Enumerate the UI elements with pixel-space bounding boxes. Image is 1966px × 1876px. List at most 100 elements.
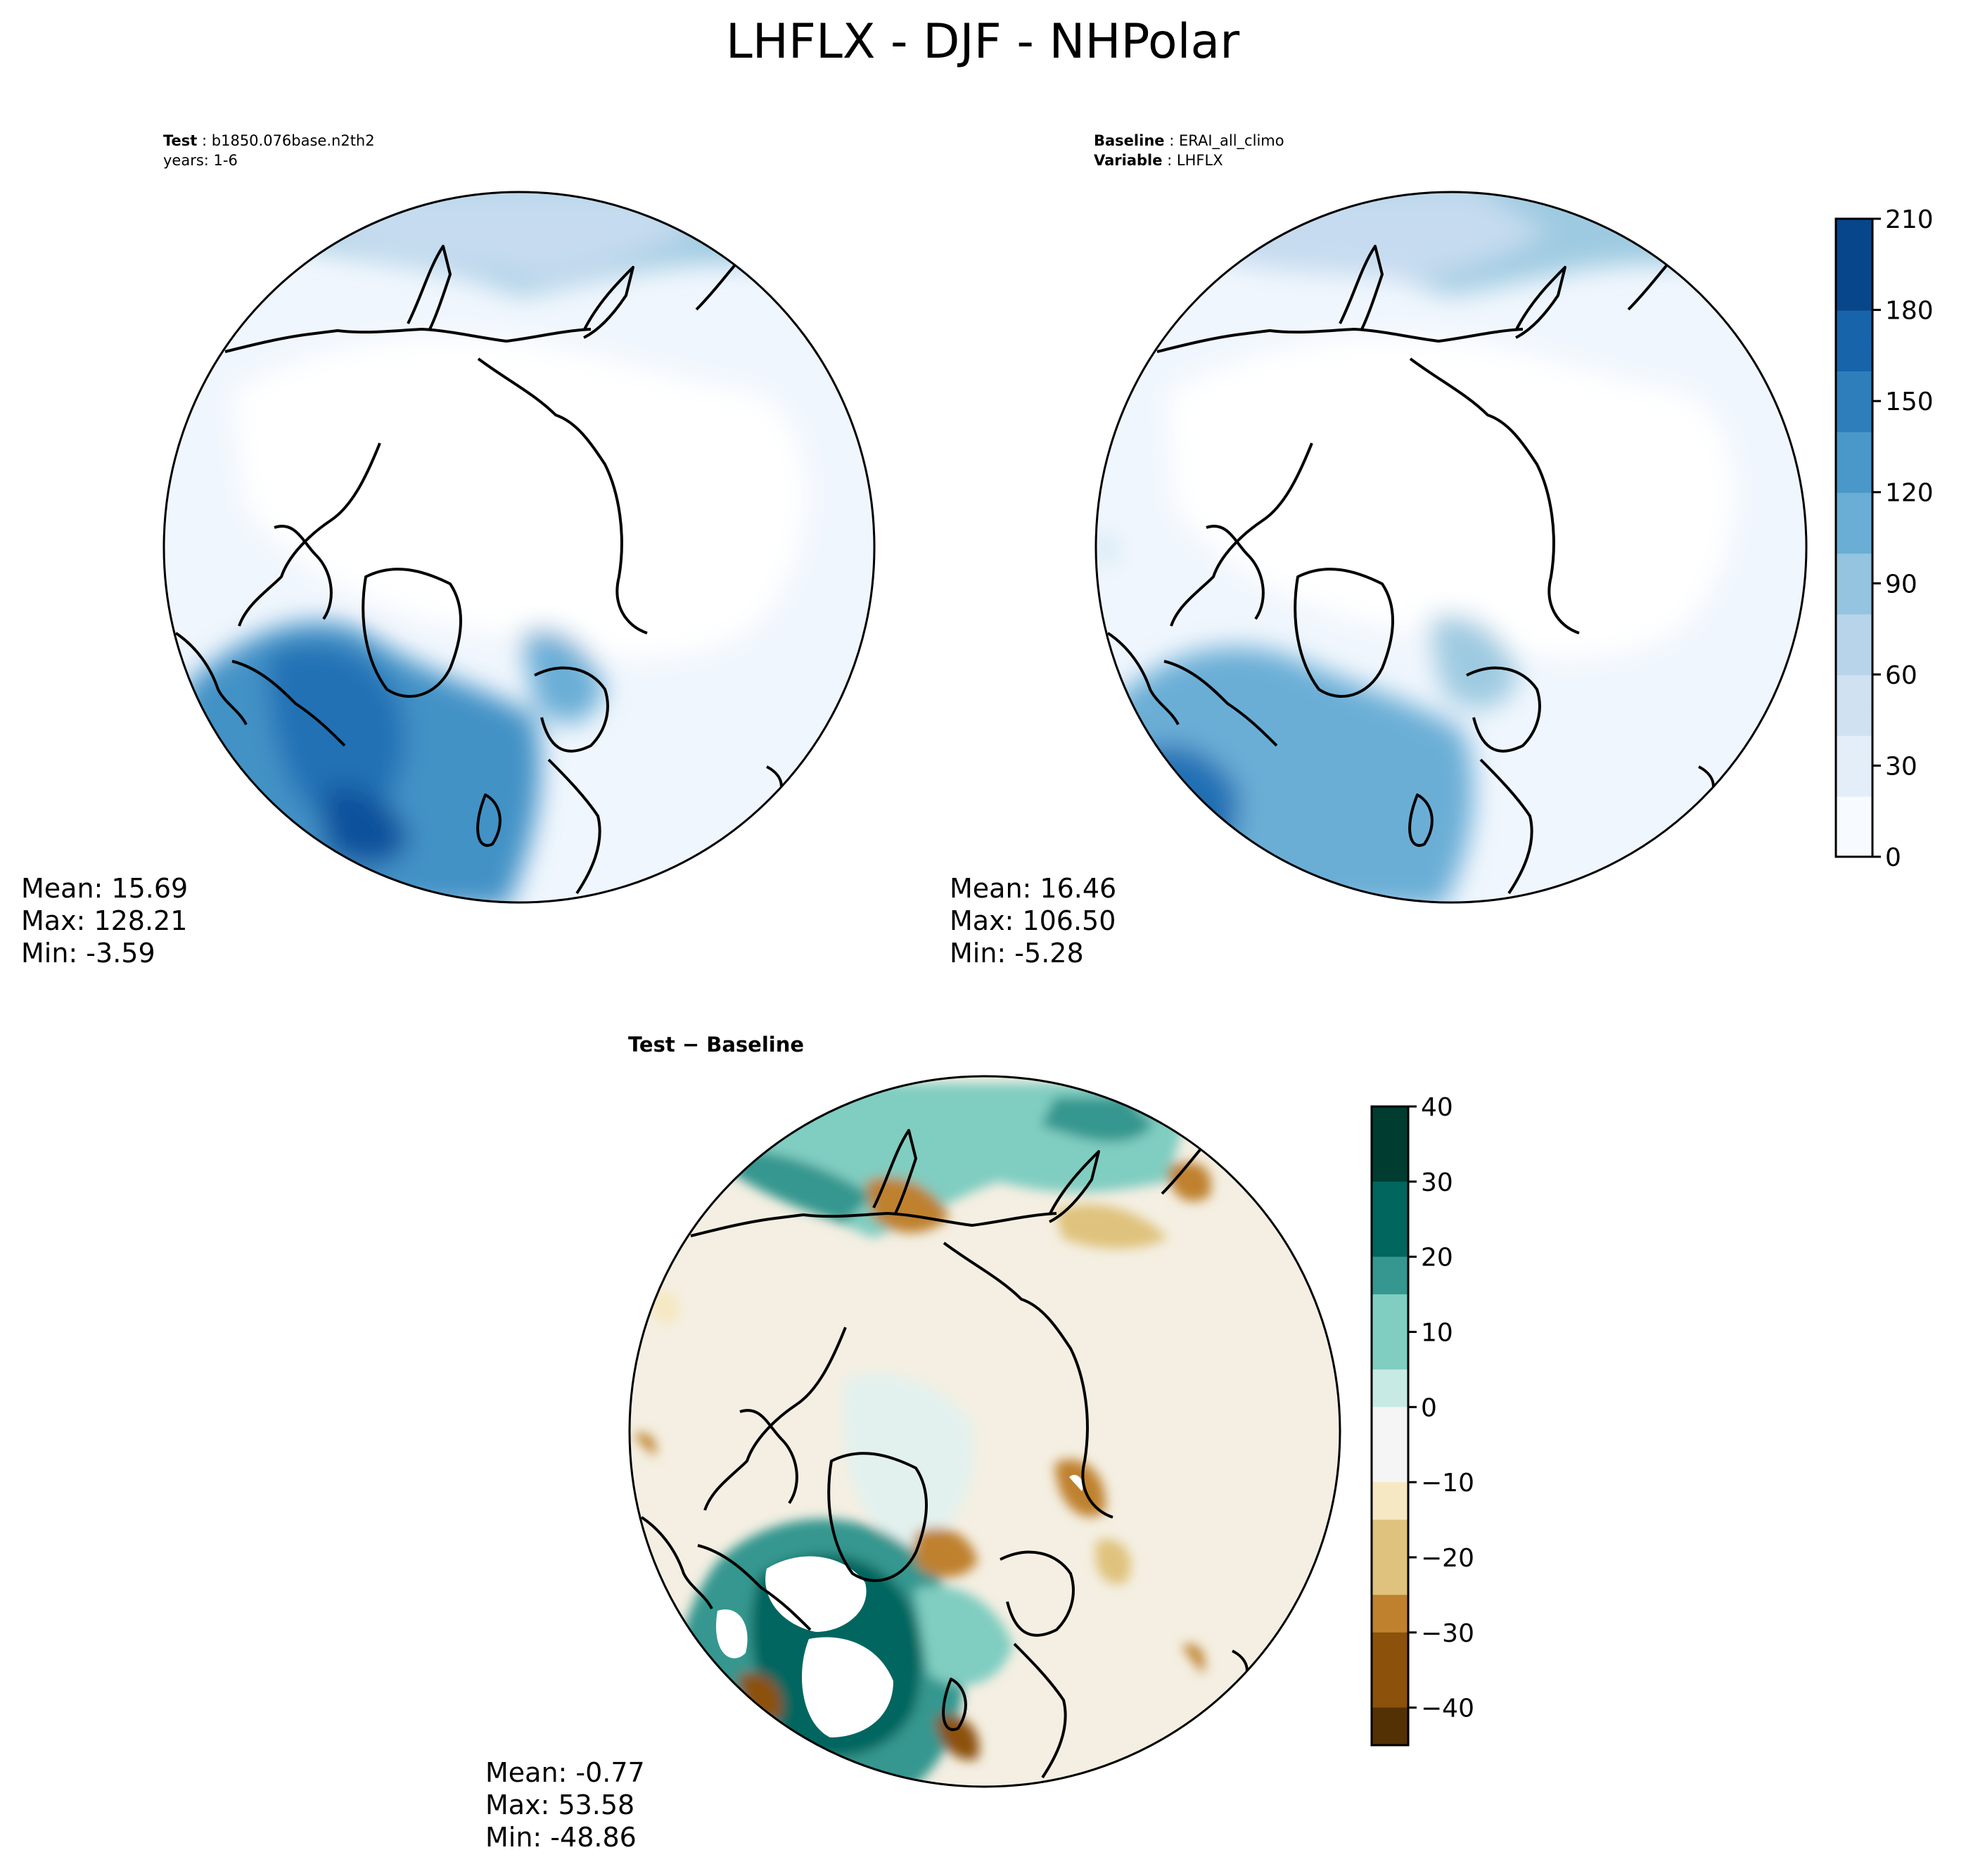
diff-panel: Test − Baseline — [485, 1033, 1341, 1853]
abs-colorbar-segment — [1836, 553, 1872, 585]
abs-colorbar-segment — [1836, 219, 1872, 250]
diff-colorbar-tick-label: −10 — [1421, 1469, 1474, 1498]
abs-colorbar-tick-label: 210 — [1885, 205, 1934, 234]
diff-colorbar-fill — [1372, 1106, 1408, 1746]
diff-max: Max: 53.58 — [485, 1789, 634, 1820]
test-coastlines — [174, 245, 783, 895]
diff-min: Min: -48.86 — [485, 1822, 637, 1853]
diff-colorbar-tick-label: 40 — [1421, 1093, 1453, 1122]
abs-colorbar-segment — [1836, 431, 1872, 463]
diff-colorbar-tick-label: 20 — [1421, 1244, 1453, 1272]
test-map-border — [162, 191, 876, 904]
baseline-panel: Baseline : ERAI_all_climo Variable : LHF… — [950, 132, 1808, 969]
abs-colorbar-segment — [1836, 674, 1872, 706]
test-panel: Test : b1850.076base.n2th2 years: 1-6 — [21, 132, 876, 969]
abs-colorbar-segment — [1836, 401, 1872, 433]
baseline-variable: Variable : LHFLX — [1094, 152, 1223, 169]
diff-colorbar-segment — [1372, 1557, 1408, 1596]
diff-coastlines — [640, 1129, 1249, 1779]
abs-colorbar-segment — [1836, 796, 1872, 827]
diff-colorbar-segment — [1372, 1595, 1408, 1633]
diff-mean: Mean: -0.77 — [485, 1757, 645, 1788]
test-map — [164, 192, 874, 902]
baseline-label: Baseline : ERAI_all_climo — [1094, 132, 1284, 150]
diff-colorbar-segment — [1372, 1482, 1408, 1521]
diff-colorbar-tick-label: 0 — [1421, 1393, 1437, 1422]
abs-colorbar-fill — [1836, 219, 1872, 857]
diff-colorbar-segment — [1372, 1369, 1408, 1408]
figure-title: LHFLX - DJF - NHPolar — [726, 14, 1239, 70]
abs-colorbar-frame — [1834, 217, 1874, 858]
diff-colorbar-tick-label: 10 — [1421, 1318, 1453, 1347]
abs-colorbar-tick-label: 90 — [1885, 570, 1917, 599]
abs-colorbar-tick-label: 150 — [1885, 388, 1934, 416]
abs-colorbar-segment — [1836, 279, 1872, 311]
abs-colorbar-segment — [1836, 249, 1872, 281]
test-years: years: 1-6 — [163, 152, 238, 169]
abs-colorbar-segment — [1836, 705, 1872, 736]
baseline-label-key: Baseline — [1094, 132, 1165, 149]
diff-void-4 — [1069, 1474, 1083, 1491]
diff-colorbar-segment — [1372, 1444, 1408, 1483]
abs-colorbar-segment — [1836, 613, 1872, 645]
baseline-map — [1096, 192, 1806, 902]
diff-colorbar-tick-label: −40 — [1421, 1695, 1474, 1723]
diff-colorbar-segment — [1372, 1332, 1408, 1370]
abs-colorbar-tick-label: 120 — [1885, 479, 1934, 508]
abs-colorbar-segment — [1836, 522, 1872, 554]
diff-colorbar-tick-label: 30 — [1421, 1168, 1453, 1197]
abs-colorbar-tick-label: 180 — [1885, 297, 1934, 326]
abs-colorbar-segment — [1836, 583, 1872, 615]
abs-colorbar-segment — [1836, 765, 1872, 797]
diff-colorbar-tick-label: −30 — [1421, 1619, 1474, 1648]
abs-colorbar-segment — [1836, 644, 1872, 675]
test-min: Min: -3.59 — [21, 938, 155, 969]
baseline-min: Min: -5.28 — [950, 938, 1084, 969]
abs-colorbar-segment — [1836, 461, 1872, 493]
baseline-label-value: ERAI_all_climo — [1179, 132, 1284, 150]
diff-title: Test − Baseline — [628, 1033, 804, 1057]
diff-map — [630, 1076, 1340, 1787]
diff-colorbar-segment — [1372, 1407, 1408, 1446]
test-label: Test : b1850.076base.n2th2 — [163, 132, 375, 149]
abs-colorbar-tick-label: 0 — [1885, 843, 1901, 872]
abs-colorbar-ticks: 0 30 60 90 120 150 180 210 — [1872, 205, 1934, 872]
diff-colorbar-segment — [1372, 1519, 1408, 1558]
abs-colorbar-segment — [1836, 370, 1872, 402]
diff-colorbar-ticks: 40 30 20 10 0 −10 −20 −30 −40 — [1408, 1093, 1474, 1723]
diff-colorbar-segment — [1372, 1219, 1408, 1258]
abs-colorbar-segment — [1836, 735, 1872, 767]
diff-colorbar: 40 30 20 10 0 −10 −20 −30 −40 — [1370, 1093, 1474, 1747]
diff-colorbar-segment — [1372, 1707, 1408, 1746]
diff-colorbar-segment — [1372, 1632, 1408, 1671]
abs-colorbar-segment — [1836, 826, 1872, 857]
diff-colorbar-segment — [1372, 1294, 1408, 1333]
abs-colorbar-segment — [1836, 340, 1872, 371]
test-label-key: Test — [163, 132, 197, 149]
baseline-mean: Mean: 16.46 — [950, 873, 1116, 904]
abs-colorbar-segment — [1836, 492, 1872, 523]
diff-colorbar-segment — [1372, 1181, 1408, 1220]
baseline-map-border — [1094, 191, 1808, 904]
baseline-max: Max: 106.50 — [950, 905, 1116, 936]
diff-colorbar-tick-label: −20 — [1421, 1544, 1474, 1573]
abs-colorbar-tick-label: 60 — [1885, 661, 1917, 690]
diff-colorbar-segment — [1372, 1106, 1408, 1145]
test-mean: Mean: 15.69 — [21, 873, 188, 904]
diff-void-1 — [765, 1556, 867, 1632]
baseline-var-key: Variable — [1094, 152, 1162, 169]
abs-colorbar-tick-label: 30 — [1885, 752, 1917, 781]
abs-colorbar: 0 30 60 90 120 150 180 210 — [1834, 205, 1934, 872]
test-max: Max: 128.21 — [21, 905, 187, 936]
abs-colorbar-segment — [1836, 310, 1872, 341]
diff-void-2 — [802, 1637, 893, 1737]
baseline-var-value: LHFLX — [1177, 152, 1223, 169]
diff-map-border — [628, 1075, 1341, 1788]
diff-colorbar-segment — [1372, 1144, 1408, 1182]
diff-colorbar-frame — [1370, 1105, 1410, 1747]
test-label-value: b1850.076base.n2th2 — [212, 132, 375, 149]
diff-colorbar-segment — [1372, 1256, 1408, 1296]
diff-void-3 — [716, 1609, 748, 1659]
diff-colorbar-segment — [1372, 1670, 1408, 1709]
